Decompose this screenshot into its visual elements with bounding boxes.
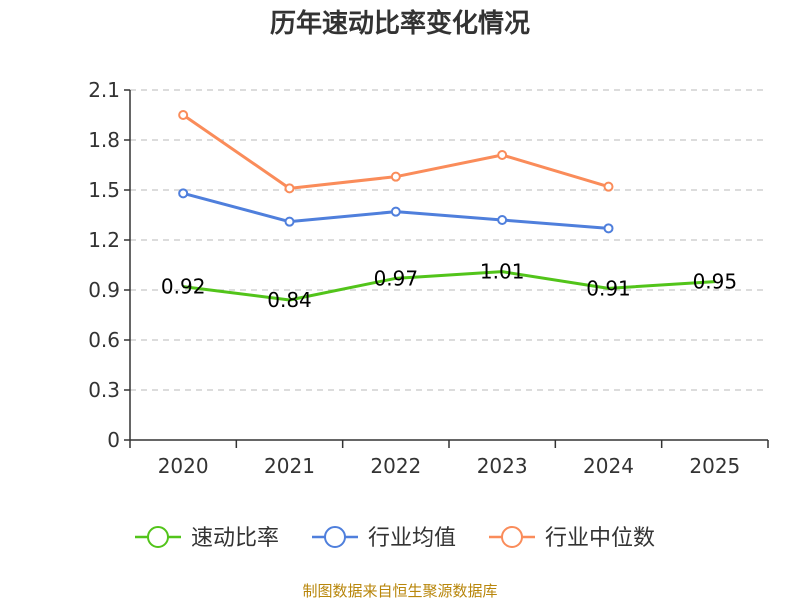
y-tick-label: 1.2 [88,228,120,252]
grid [130,89,768,391]
data-point[interactable] [603,223,614,234]
legend-label: 行业均值 [368,526,456,551]
data-point[interactable] [497,215,508,225]
data-point[interactable] [390,206,401,217]
y-tick-label: 1.8 [88,128,120,152]
data-labels: 0.92 0.84 0.97 1.01 0.91 0.95 [161,260,737,312]
legend-marker [501,526,523,548]
legend-marker [147,526,169,548]
x-tick-label: 2025 [689,454,740,478]
data-label: 0.84 [267,288,312,312]
data-point[interactable] [284,183,295,194]
legend-item-1[interactable]: 行业均值 [312,526,456,551]
data-label: 1.01 [480,260,525,284]
data-point[interactable] [497,150,508,160]
legend-item-2[interactable]: 行业中位数 [489,526,655,551]
y-tick-label: 0 [107,428,120,452]
data-point[interactable] [603,181,614,192]
legend-marker [324,526,346,548]
legend-label: 行业中位数 [545,526,655,551]
x-tick-label: 2024 [583,454,634,478]
data-label: 0.97 [374,266,419,290]
x-tick-label: 2021 [264,454,315,478]
data-label: 0.95 [693,270,738,294]
y-tick-label: 2.1 [88,78,120,102]
legend-label: 速动比率 [191,526,279,551]
legend[interactable]: 速动比率 行业均值 行业中位数 [135,526,655,551]
x-tick-label: 2022 [370,454,421,478]
data-label: 0.92 [161,275,206,299]
series-line-0 [182,270,715,302]
data-point[interactable] [178,188,189,199]
y-tick-label: 1.5 [88,178,120,202]
series-group [178,110,715,302]
y-tick-label: 0.9 [88,278,120,302]
legend-item-0[interactable]: 速动比率 [135,526,279,551]
data-point[interactable] [284,216,295,227]
x-tick-label: 2023 [477,454,528,478]
x-tick-label: 2020 [158,454,209,478]
y-tick-label: 0.3 [88,378,120,402]
data-point[interactable] [390,171,401,182]
data-label: 0.91 [586,276,631,300]
axes: 0 0.3 0.6 0.9 1.2 1.5 1.8 2.1 2020 2021 2022 2023 20… [88,78,769,478]
source-note: 制图数据来自恒生聚源数据库 [302,582,497,600]
y-tick-label: 0.6 [88,328,120,352]
chart-title: 历年速动比率变化情况 [270,8,530,39]
data-point[interactable] [178,110,189,120]
